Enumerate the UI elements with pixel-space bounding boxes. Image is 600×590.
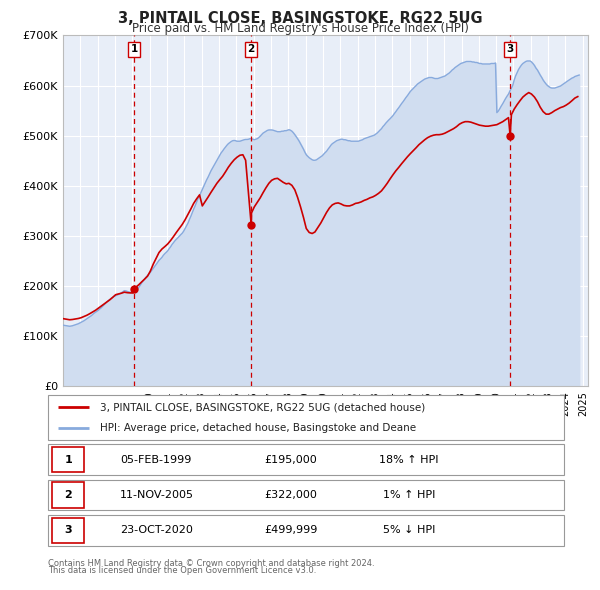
FancyBboxPatch shape [52,447,84,473]
Text: Price paid vs. HM Land Registry's House Price Index (HPI): Price paid vs. HM Land Registry's House … [131,22,469,35]
Text: 3, PINTAIL CLOSE, BASINGSTOKE, RG22 5UG: 3, PINTAIL CLOSE, BASINGSTOKE, RG22 5UG [118,11,482,25]
FancyBboxPatch shape [48,480,564,510]
Text: 5% ↓ HPI: 5% ↓ HPI [383,526,436,535]
Text: 18% ↑ HPI: 18% ↑ HPI [379,455,439,464]
FancyBboxPatch shape [48,395,564,440]
Text: 3: 3 [506,44,514,54]
Text: 3, PINTAIL CLOSE, BASINGSTOKE, RG22 5UG (detached house): 3, PINTAIL CLOSE, BASINGSTOKE, RG22 5UG … [100,402,425,412]
FancyBboxPatch shape [52,517,84,543]
Text: 1: 1 [130,44,137,54]
Text: 05-FEB-1999: 05-FEB-1999 [121,455,192,464]
Text: 23-OCT-2020: 23-OCT-2020 [120,526,193,535]
Text: 11-NOV-2005: 11-NOV-2005 [119,490,193,500]
Text: £499,999: £499,999 [264,526,317,535]
Text: 3: 3 [64,526,72,535]
FancyBboxPatch shape [48,515,564,546]
Text: 2: 2 [64,490,72,500]
Text: 1: 1 [64,455,72,464]
Text: 2: 2 [248,44,255,54]
FancyBboxPatch shape [52,482,84,508]
Text: 1% ↑ HPI: 1% ↑ HPI [383,490,436,500]
Text: £195,000: £195,000 [264,455,317,464]
Text: Contains HM Land Registry data © Crown copyright and database right 2024.: Contains HM Land Registry data © Crown c… [48,559,374,568]
FancyBboxPatch shape [48,444,564,475]
Text: This data is licensed under the Open Government Licence v3.0.: This data is licensed under the Open Gov… [48,566,316,575]
Text: £322,000: £322,000 [264,490,317,500]
Text: HPI: Average price, detached house, Basingstoke and Deane: HPI: Average price, detached house, Basi… [100,422,416,432]
